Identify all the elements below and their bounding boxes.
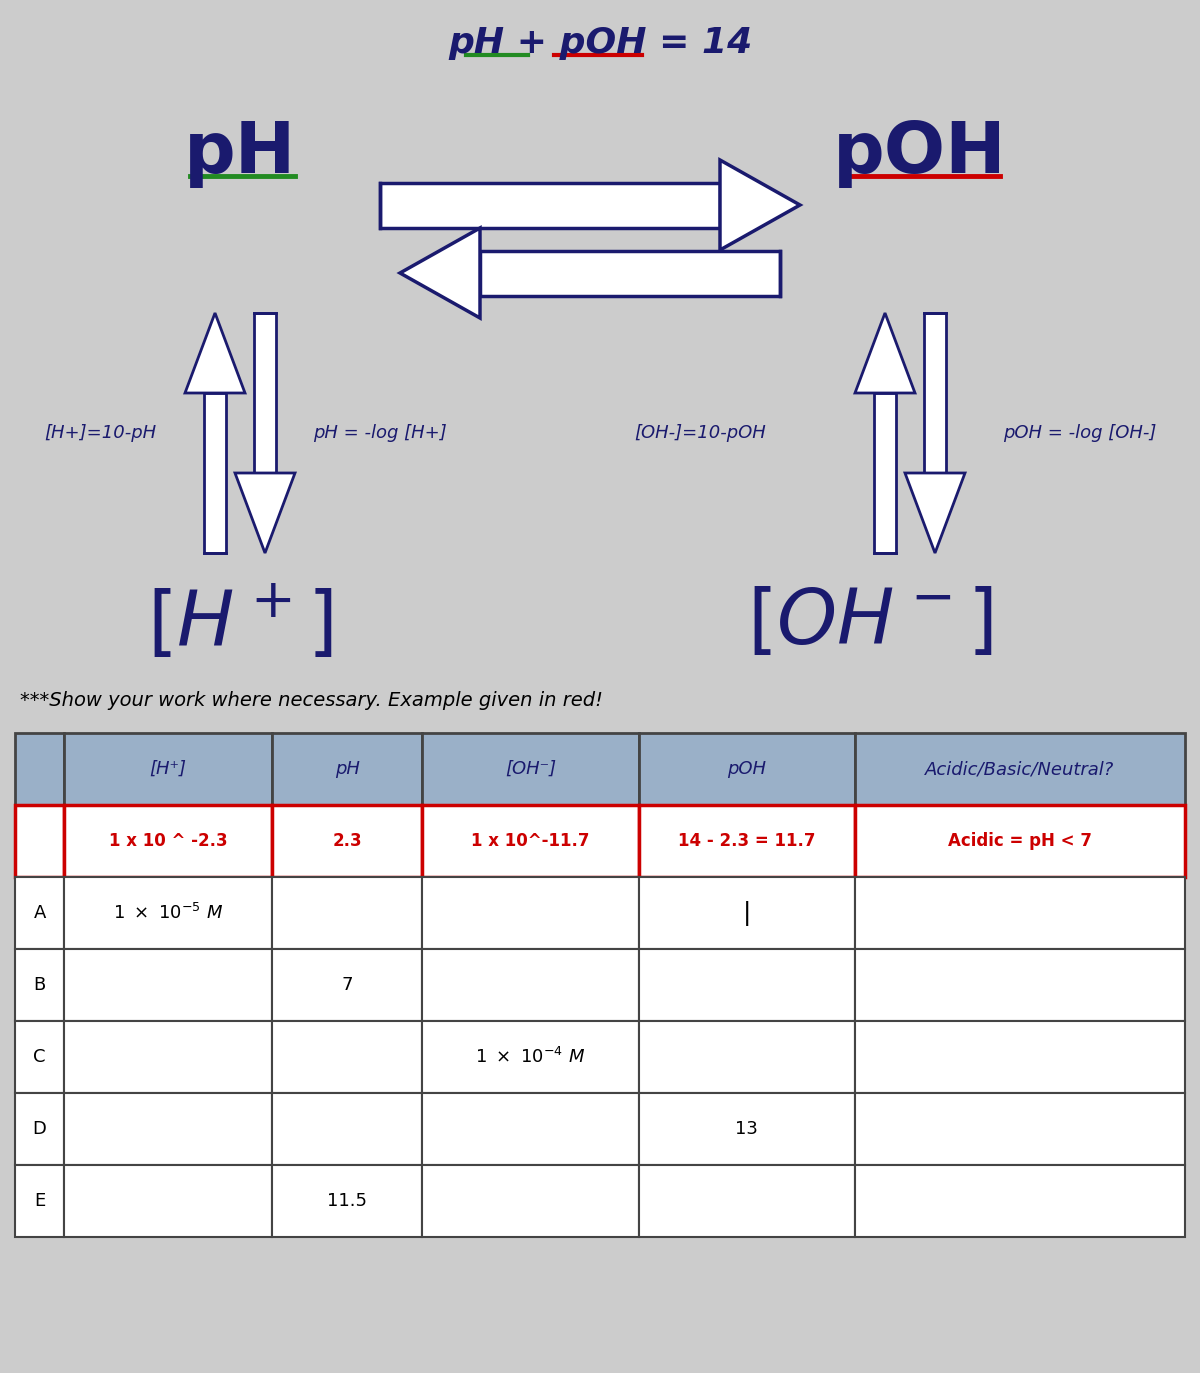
Bar [64, 1022, 272, 1093]
Polygon shape [400, 228, 480, 319]
Bar [638, 1166, 856, 1237]
Bar [856, 877, 1186, 949]
Text: A: A [34, 903, 46, 923]
Text: [H⁺]: [H⁺] [150, 761, 187, 778]
Bar [64, 877, 272, 949]
Text: pH + pOH = 14: pH + pOH = 14 [448, 26, 752, 60]
Bar [480, 250, 780, 295]
Bar [422, 877, 638, 949]
Bar [638, 1093, 856, 1166]
Text: pH = -log [H+]: pH = -log [H+] [313, 424, 446, 442]
Bar [14, 733, 64, 805]
Bar [380, 183, 720, 228]
Bar [272, 1166, 422, 1237]
Text: B: B [34, 976, 46, 994]
Bar [856, 805, 1186, 877]
Text: 13: 13 [736, 1120, 758, 1138]
Text: Acidic = pH < 7: Acidic = pH < 7 [948, 832, 1092, 850]
Bar [638, 805, 856, 877]
Polygon shape [185, 313, 245, 393]
Text: pH: pH [335, 761, 360, 778]
Bar [422, 1022, 638, 1093]
Polygon shape [235, 474, 295, 553]
Text: $1\ \times\ 10^{-4}\ M$: $1\ \times\ 10^{-4}\ M$ [475, 1048, 586, 1067]
Bar [14, 877, 64, 949]
Text: [H+]=10-pH: [H+]=10-pH [44, 424, 156, 442]
Bar [254, 313, 276, 474]
Text: $[OH^-]$: $[OH^-]$ [748, 586, 992, 660]
Bar [422, 1166, 638, 1237]
Bar [856, 1166, 1186, 1237]
Text: 2.3: 2.3 [332, 832, 362, 850]
Bar [272, 877, 422, 949]
Text: C: C [34, 1048, 46, 1065]
Bar [638, 733, 856, 805]
Bar [638, 949, 856, 1022]
Bar [14, 1166, 64, 1237]
Bar [272, 1022, 422, 1093]
Text: E: E [34, 1192, 46, 1210]
Bar [64, 949, 272, 1022]
Text: ***Show your work where necessary. Example given in red!: ***Show your work where necessary. Examp… [20, 692, 604, 710]
Bar [14, 805, 64, 877]
Text: 1 x 10^-11.7: 1 x 10^-11.7 [472, 832, 589, 850]
Text: $1\ \times\ 10^{-5}\ M$: $1\ \times\ 10^{-5}\ M$ [113, 903, 223, 923]
Bar [64, 805, 272, 877]
Bar [64, 733, 272, 805]
Text: D: D [32, 1120, 47, 1138]
Bar [422, 733, 638, 805]
Text: pOH = -log [OH-]: pOH = -log [OH-] [1003, 424, 1157, 442]
Bar [14, 1093, 64, 1166]
Bar [64, 1166, 272, 1237]
Bar [422, 805, 638, 877]
Text: |: | [743, 901, 751, 925]
Text: $[H^+]$: $[H^+]$ [148, 584, 332, 662]
Text: [OH⁻]: [OH⁻] [505, 761, 556, 778]
Bar [272, 805, 422, 877]
Bar [856, 1022, 1186, 1093]
Text: [OH-]=10-pOH: [OH-]=10-pOH [634, 424, 766, 442]
Bar [924, 313, 946, 474]
Text: 11.5: 11.5 [328, 1192, 367, 1210]
Polygon shape [720, 161, 800, 250]
Bar [856, 733, 1186, 805]
Bar [638, 1022, 856, 1093]
Text: 14 - 2.3 = 11.7: 14 - 2.3 = 11.7 [678, 832, 816, 850]
Bar [64, 1093, 272, 1166]
Bar [14, 949, 64, 1022]
Bar [14, 1022, 64, 1093]
Bar [272, 733, 422, 805]
Bar [422, 1093, 638, 1166]
Bar [638, 877, 856, 949]
Bar [272, 949, 422, 1022]
Bar [272, 1093, 422, 1166]
Bar [856, 949, 1186, 1022]
Text: pOH: pOH [727, 761, 767, 778]
Polygon shape [854, 313, 916, 393]
Bar [856, 1093, 1186, 1166]
Bar [422, 949, 638, 1022]
Text: 1 x 10 ^ -2.3: 1 x 10 ^ -2.3 [109, 832, 228, 850]
Text: pOH: pOH [833, 118, 1007, 188]
Bar [204, 393, 226, 553]
Text: Acidic/Basic/Neutral?: Acidic/Basic/Neutral? [925, 761, 1115, 778]
Text: 7: 7 [342, 976, 353, 994]
Bar [874, 393, 896, 553]
Polygon shape [905, 474, 965, 553]
Text: pH: pH [184, 118, 296, 188]
